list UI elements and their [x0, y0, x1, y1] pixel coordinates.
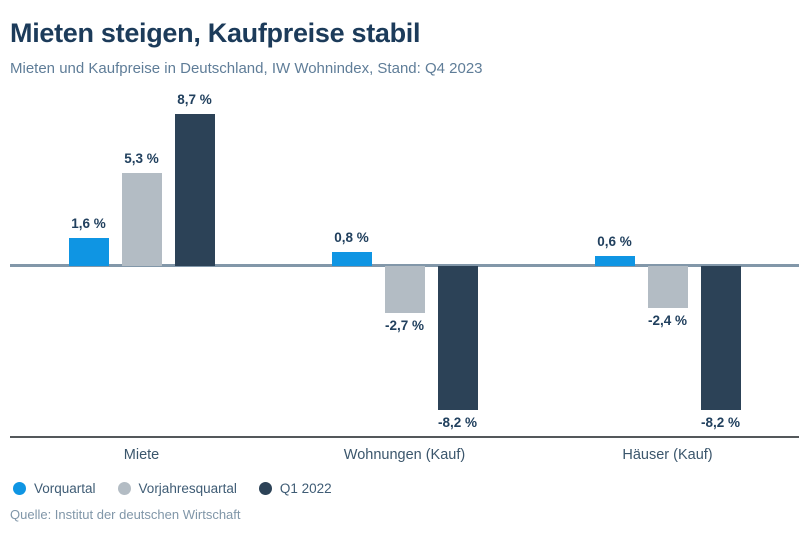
legend-dot-icon: [13, 482, 26, 495]
bar-value-label: -2,7 %: [384, 318, 425, 334]
legend-dot-icon: [117, 482, 131, 495]
bar: [700, 266, 741, 410]
bar: [331, 252, 372, 266]
bar: [174, 113, 215, 266]
bar-value-label: -8,2 %: [437, 414, 478, 430]
bar-value-label: 8,7 %: [177, 91, 212, 107]
legend-label: Vorquartal: [34, 481, 96, 496]
legend-label: Vorjahresquartal: [138, 481, 237, 496]
chart-bottom-rule: [10, 436, 799, 438]
legend-item: Q1 2022: [258, 481, 332, 496]
bar-value-label: 0,6 %: [597, 233, 632, 249]
bar: [68, 238, 109, 266]
legend-label: Q1 2022: [279, 481, 332, 496]
bar: [647, 266, 688, 308]
bar: [437, 266, 478, 410]
bar-value-label: -8,2 %: [700, 414, 741, 430]
bar-value-label: 1,6 %: [71, 216, 106, 231]
legend-item: Vorjahresquartal: [117, 481, 237, 496]
category-label: Häuser (Kauf): [622, 447, 713, 463]
bar: [121, 173, 162, 266]
bar-value-label: -2,4 %: [647, 313, 688, 328]
bar-value-label: 0,8 %: [334, 230, 369, 245]
page-title: Mieten steigen, Kaufpreise stabil: [10, 18, 421, 48]
source-note: Quelle: Institut der deutschen Wirtschaf…: [10, 507, 241, 522]
category-label: Wohnungen (Kauf): [343, 447, 466, 463]
legend: Vorquartal Vorjahresquartal Q1 2022: [13, 481, 332, 496]
bar: [384, 266, 425, 314]
legend-dot-icon: [258, 482, 272, 495]
page-subtitle: Mieten und Kaufpreise in Deutschland, IW…: [10, 60, 483, 77]
zero-axis-line: [10, 264, 799, 267]
category-label: Miete: [123, 447, 160, 463]
bar-value-label: 5,3 %: [124, 151, 159, 167]
legend-item: Vorquartal: [13, 481, 96, 496]
bar: [594, 255, 635, 266]
